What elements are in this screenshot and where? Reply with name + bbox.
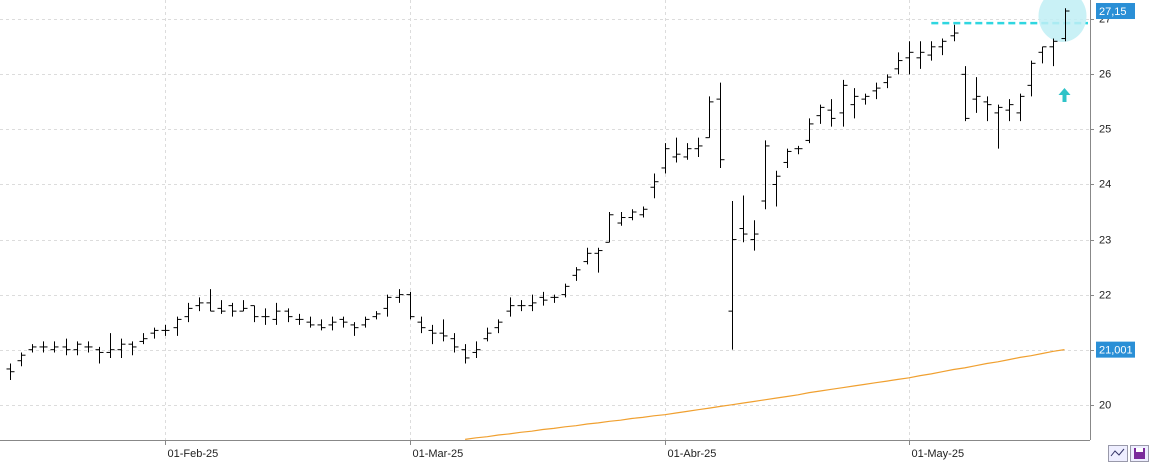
value-tag-label: 21,001 — [1099, 345, 1133, 357]
y-tick-label: 25 — [1099, 123, 1111, 135]
save-icon-label — [1136, 448, 1143, 452]
y-tick-label: 26 — [1099, 68, 1111, 80]
save-icon — [1134, 448, 1145, 459]
x-tick-label: 01-Feb-25 — [168, 448, 219, 460]
y-tick-label: 20 — [1099, 399, 1111, 411]
up-arrow — [1058, 88, 1071, 102]
y-tick-label: 23 — [1099, 234, 1111, 246]
toolbar-icons — [1108, 445, 1149, 462]
value-tag-label: 27,15 — [1099, 6, 1127, 18]
moving-average-line — [465, 349, 1065, 440]
zoom-icon — [1110, 448, 1125, 457]
value-tag — [1096, 3, 1135, 20]
highlight-circle — [1038, 0, 1087, 42]
plot-area — [0, 0, 1090, 440]
y-tick-label: 24 — [1099, 178, 1111, 190]
x-tick-label: 01-May-25 — [912, 448, 965, 460]
y-tick-label: 22 — [1099, 289, 1111, 301]
x-tick-label: 01-Mar-25 — [413, 448, 464, 460]
value-tag — [1096, 341, 1135, 358]
x-tick-label: 01-Abr-25 — [668, 448, 717, 460]
